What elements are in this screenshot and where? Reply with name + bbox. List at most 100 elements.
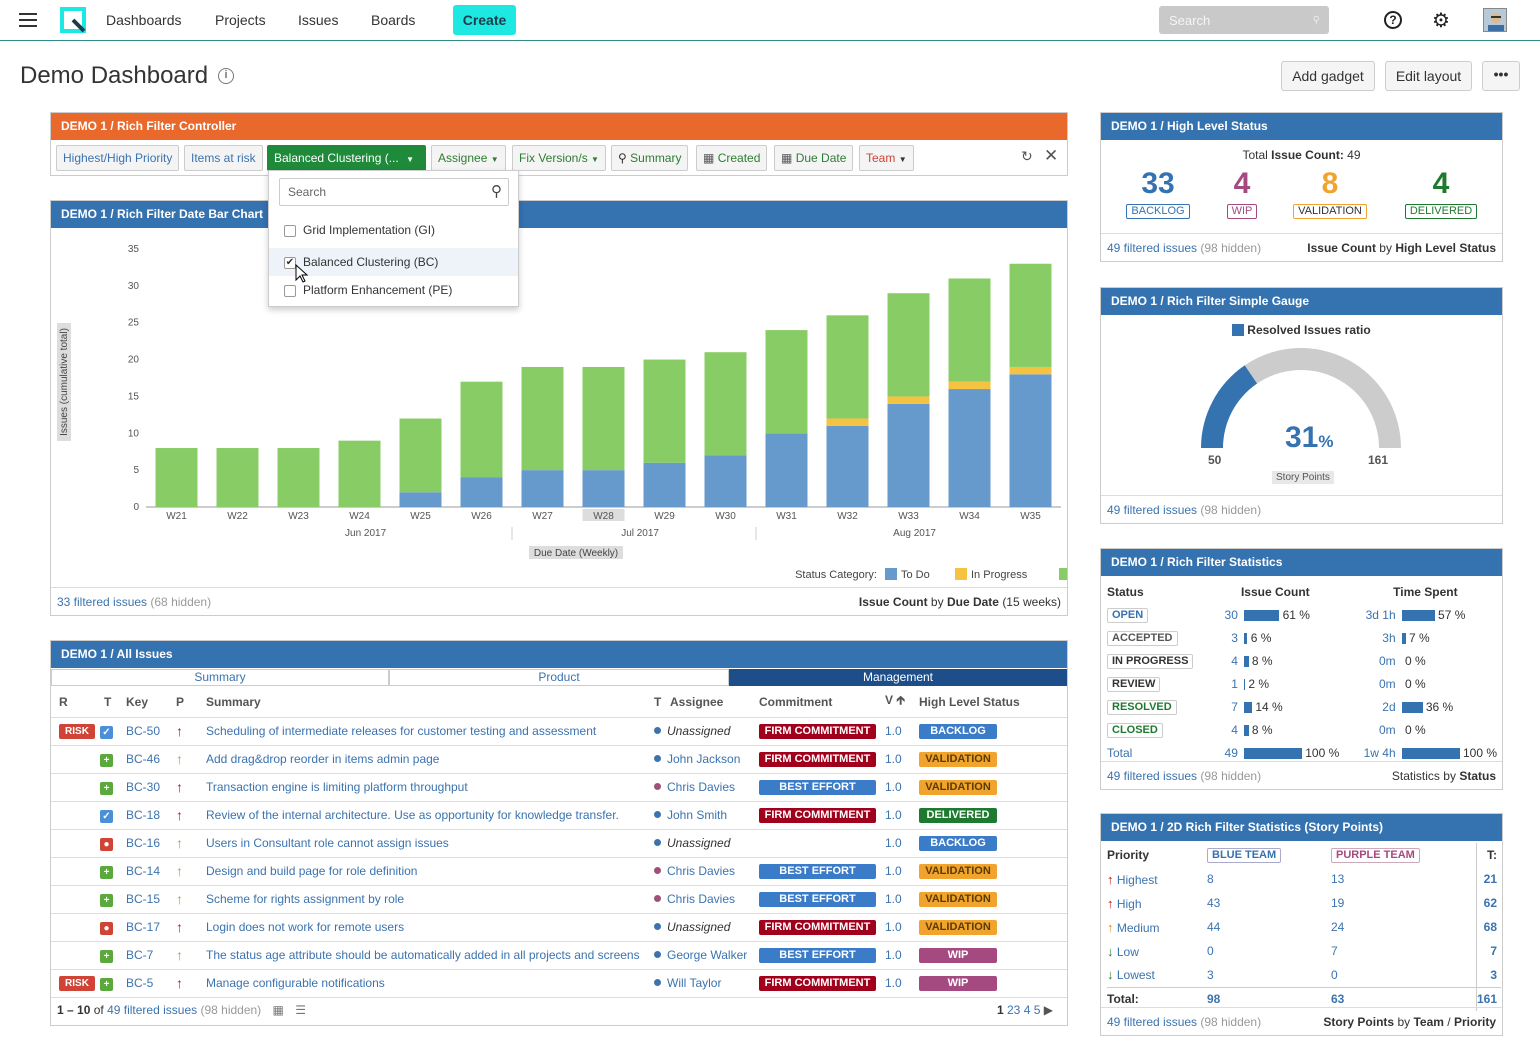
blue-team-value[interactable]: 44 <box>1207 920 1221 934</box>
row-total[interactable]: 68 <box>1475 915 1501 939</box>
issue-count[interactable]: 7 <box>1231 699 1238 714</box>
col-commitment[interactable]: Commitment <box>759 687 885 718</box>
gear-icon[interactable]: ⚙ <box>1432 10 1450 32</box>
issue-count[interactable]: 4 <box>1231 653 1238 668</box>
issue-summary-link[interactable]: The status age attribute should be autom… <box>206 948 640 962</box>
priority-row[interactable]: ↑ High 43 19 62 <box>1107 891 1501 915</box>
priority-label[interactable]: Highest <box>1116 872 1158 887</box>
issue-key-link[interactable]: BC-18 <box>126 808 161 822</box>
stat-row[interactable]: RESOLVED 7 14 % 2d 36 % <box>1107 695 1497 718</box>
filtered-issues-link[interactable]: 33 filtered issues <box>57 595 148 609</box>
assignee[interactable]: John Smith <box>667 808 728 822</box>
assignee[interactable]: John Jackson <box>667 752 741 766</box>
row-total[interactable]: 62 <box>1475 891 1501 915</box>
purple-team-value[interactable]: 13 <box>1331 872 1345 886</box>
issue-summary-link[interactable]: Review of the internal architecture. Use… <box>206 808 619 822</box>
stat-row[interactable]: IN PROGRESS 4 8 % 0m 0 % <box>1107 649 1497 672</box>
stat-row[interactable]: REVIEW 1 2 % 0m 0 % <box>1107 672 1497 695</box>
filtered-issues-link[interactable]: 49 filtered issues <box>107 1003 198 1017</box>
dropdown-option-bc[interactable]: ✔ Balanced Clustering (BC) <box>269 248 518 276</box>
issue-count[interactable]: 4 <box>1231 722 1238 737</box>
assignee[interactable]: Will Taylor <box>667 976 722 990</box>
issue-summary-link[interactable]: Users in Consultant role cannot assign i… <box>206 836 449 850</box>
issue-key-link[interactable]: BC-15 <box>126 892 161 906</box>
info-icon[interactable]: i <box>218 68 234 84</box>
page-4[interactable]: 4 <box>1023 1003 1031 1017</box>
purple-team-value[interactable]: 0 <box>1331 967 1338 982</box>
row-total[interactable]: 3 <box>1475 963 1501 987</box>
purple-team-value[interactable]: 19 <box>1331 896 1345 910</box>
issue-summary-link[interactable]: Transaction engine is limiting platform … <box>206 780 468 794</box>
priority-label[interactable]: Lowest <box>1116 968 1155 983</box>
refresh-icon[interactable]: ↻ <box>1021 148 1033 164</box>
nav-projects[interactable]: Projects <box>215 12 266 28</box>
time-spent[interactable]: 2d <box>1382 699 1396 714</box>
nav-issues[interactable]: Issues <box>298 12 339 28</box>
priority-row[interactable]: ↓ Lowest 3 0 3 <box>1107 963 1501 987</box>
filter-fix-version[interactable]: Fix Version/s ▼ <box>512 145 606 171</box>
app-logo-icon[interactable] <box>60 7 86 33</box>
col-assignee[interactable]: Assignee <box>670 687 759 718</box>
assignee[interactable]: George Walker <box>667 948 748 962</box>
total-count[interactable]: 49 <box>1224 745 1238 760</box>
time-spent[interactable]: 0m <box>1378 653 1396 668</box>
priority-row[interactable]: ↑ Highest 8 13 21 <box>1107 867 1501 891</box>
nav-dashboards[interactable]: Dashboards <box>106 12 182 28</box>
table-row[interactable]: + BC-30 ↑ Transaction engine is limiting… <box>51 773 1067 802</box>
filter-summary[interactable]: ⚲ Summary <box>611 145 689 171</box>
issue-summary-link[interactable]: Scheme for rights assignment by role <box>206 892 405 906</box>
filter-due-date[interactable]: ▦ Due Date <box>774 145 854 171</box>
issue-key-link[interactable]: BC-7 <box>126 948 154 962</box>
priority-row[interactable]: ↑ Medium 44 24 68 <box>1107 915 1501 939</box>
issue-count[interactable]: 1 <box>1231 676 1238 691</box>
avatar[interactable] <box>1483 8 1507 32</box>
filter-created[interactable]: ▦ Created <box>696 145 768 171</box>
col-summary[interactable]: Summary <box>206 687 654 718</box>
total-blue[interactable]: 98 <box>1207 992 1221 1007</box>
col-risk[interactable]: R <box>51 687 96 718</box>
table-row[interactable]: + BC-14 ↑ Design and build page for role… <box>51 857 1067 886</box>
table-row[interactable]: ● BC-16 ↑ Users in Consultant role canno… <box>51 829 1067 858</box>
table-row[interactable]: + BC-15 ↑ Scheme for rights assignment b… <box>51 885 1067 914</box>
filtered-issues-link[interactable]: 49 filtered issues <box>1107 241 1198 255</box>
add-gadget-button[interactable]: Add gadget <box>1281 61 1375 91</box>
create-button[interactable]: Create <box>453 5 516 35</box>
search-input[interactable]: Search ⚲ <box>1159 6 1329 34</box>
filter-team[interactable]: Team ▼ <box>859 145 914 171</box>
filter-assignee[interactable]: Assignee ▼ <box>431 145 506 171</box>
priority-label[interactable]: High <box>1116 896 1142 911</box>
edit-layout-button[interactable]: Edit layout <box>1385 61 1472 91</box>
status-summary-item[interactable]: 4 WIP <box>1192 168 1292 219</box>
priority-label[interactable]: Medium <box>1116 920 1160 935</box>
row-total[interactable]: 7 <box>1475 939 1501 963</box>
filtered-issues-link[interactable]: 49 filtered issues <box>1107 503 1198 517</box>
status-summary-item[interactable]: 8 VALIDATION <box>1280 168 1380 219</box>
table-row[interactable]: + BC-7 ↑ The status age attribute should… <box>51 941 1067 970</box>
issue-key-link[interactable]: BC-50 <box>126 724 161 738</box>
time-spent[interactable]: 3h <box>1382 630 1396 645</box>
page-3[interactable]: 3 <box>1013 1003 1021 1017</box>
assignee[interactable]: Unassigned <box>667 724 731 738</box>
col-priority[interactable]: P <box>176 687 206 718</box>
group-management[interactable]: Management <box>729 669 1067 686</box>
time-spent[interactable]: 3d 1h <box>1365 607 1396 622</box>
more-actions-button[interactable]: ••• <box>1482 61 1520 91</box>
export-icon[interactable]: ☰ <box>295 1003 306 1017</box>
assignee[interactable]: Chris Davies <box>667 780 736 794</box>
page-2[interactable]: 2 <box>1006 1003 1014 1017</box>
assignee[interactable]: Unassigned <box>667 920 731 934</box>
col-version[interactable]: V 🡱 <box>885 687 919 718</box>
total-purple[interactable]: 63 <box>1331 992 1345 1007</box>
time-spent[interactable]: 0m <box>1378 676 1396 691</box>
priority-label[interactable]: Low <box>1116 944 1139 959</box>
assignee[interactable]: Chris Davies <box>667 892 736 906</box>
next-page-icon[interactable]: ▶ <box>1043 1003 1053 1017</box>
stat-row[interactable]: CLOSED 4 8 % 0m 0 % <box>1107 718 1497 741</box>
filtered-issues-link[interactable]: 49 filtered issues <box>1107 769 1198 783</box>
issue-summary-link[interactable]: Manage configurable notifications <box>206 976 385 990</box>
issue-summary-link[interactable]: Login does not work for remote users <box>206 920 405 934</box>
status-summary-item[interactable]: 33 BACKLOG <box>1108 168 1208 219</box>
filter-balanced-clustering-dropdown[interactable]: Balanced Clustering (... ▼ <box>267 145 426 171</box>
col-key[interactable]: Key <box>126 687 176 718</box>
menu-icon[interactable] <box>19 13 37 27</box>
